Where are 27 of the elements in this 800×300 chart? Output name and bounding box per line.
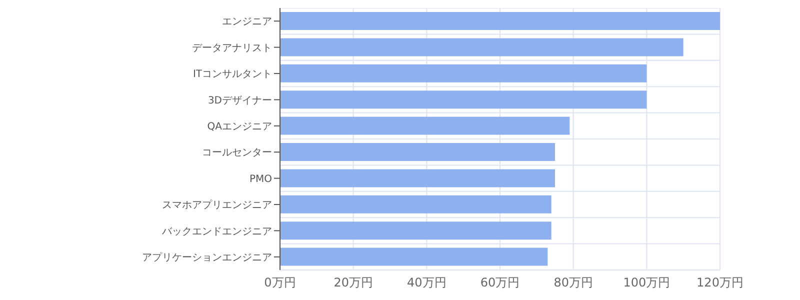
x-tick-label: 120万円 <box>696 276 744 290</box>
x-tick-label: 20万円 <box>334 276 373 290</box>
bar <box>280 64 647 82</box>
x-tick-label: 0万円 <box>264 276 296 290</box>
bar <box>280 195 552 214</box>
y-tick-label: コールセンター <box>202 148 272 159</box>
bar <box>280 248 548 266</box>
bar <box>280 116 570 135</box>
y-tick-label: エンジニア <box>222 16 272 28</box>
bar <box>280 12 720 30</box>
y-tick-label: バックエンドエンジニア <box>161 226 272 238</box>
x-tick-label: 100万円 <box>623 276 670 290</box>
bar <box>280 143 555 161</box>
y-tick-label: データアナリスト <box>192 42 272 54</box>
bar <box>280 38 684 56</box>
bar <box>280 169 555 188</box>
x-tick-label: 40万円 <box>407 276 446 290</box>
x-tick-label: 80万円 <box>554 276 593 290</box>
y-tick-label: ITコンサルタント <box>192 69 272 80</box>
y-tick-label: 3Dデザイナー <box>208 95 272 106</box>
y-tick-label: QAエンジニア <box>207 121 272 132</box>
bar <box>280 222 552 240</box>
bar <box>280 90 647 109</box>
y-tick-label: アプリケーションエンジニア <box>142 251 272 264</box>
y-tick-label: PMO <box>249 174 272 185</box>
x-tick-label: 60万円 <box>480 276 520 290</box>
y-tick-label: スマホアプリエンジニア <box>162 199 272 212</box>
